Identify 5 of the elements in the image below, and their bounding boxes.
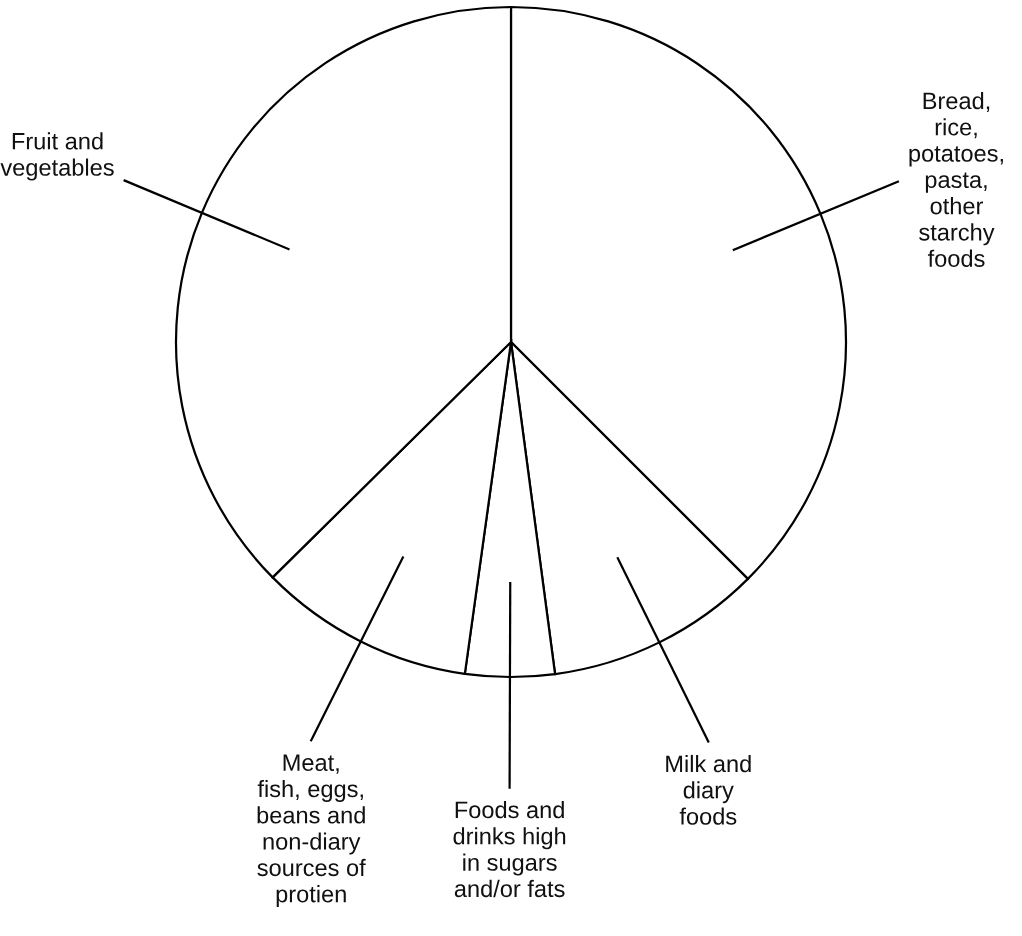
slice-label: Bread, rice, potatoes, pasta, other starchy foods bbox=[909, 91, 1003, 267]
slice-label: Milk and diary foods bbox=[666, 754, 751, 825]
slice-label: Foods and drinks high in sugars and/or fats bbox=[453, 800, 566, 898]
slice-label: Meat, fish, eggs, beans and non-diary sources of protien bbox=[257, 754, 366, 908]
slice-label: Fruit and vegetables bbox=[0, 132, 114, 181]
